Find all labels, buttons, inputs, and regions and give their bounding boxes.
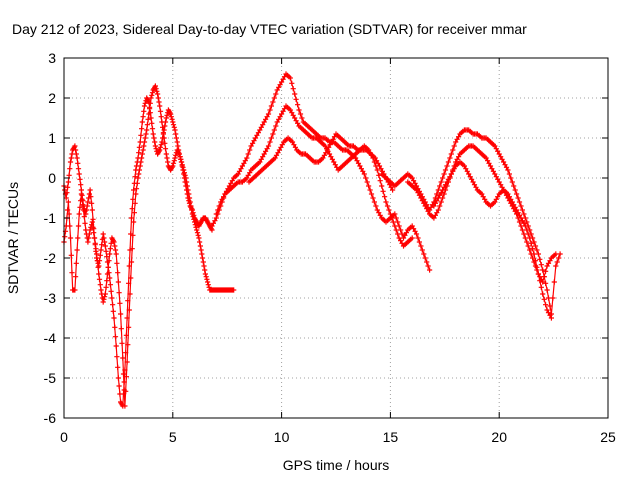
data-point-markers <box>61 95 237 409</box>
y-tick-label: -6 <box>44 410 57 426</box>
y-axis-title: SDTVAR / TECUs <box>5 182 21 294</box>
x-tick-label: 20 <box>491 429 507 445</box>
y-tick-label: 2 <box>48 90 56 106</box>
data-point-markers <box>379 127 563 317</box>
series-line <box>63 97 234 407</box>
series-line <box>248 133 394 191</box>
axis-ticks <box>63 57 609 419</box>
series-arc-mid-1 <box>209 71 433 273</box>
plot-frame <box>63 57 609 419</box>
data-point-markers <box>431 159 554 321</box>
y-tick-label: 3 <box>48 50 56 66</box>
chart-title: Day 212 of 2023, Sidereal Day-to-day VTE… <box>12 21 527 37</box>
x-tick-label: 25 <box>600 429 616 445</box>
y-tick-label: -1 <box>44 210 57 226</box>
grid <box>64 58 608 418</box>
series-line <box>433 161 552 319</box>
series-line <box>381 129 561 315</box>
data-series <box>61 71 563 409</box>
data-point-markers <box>61 83 215 409</box>
x-tick-label: 0 <box>60 429 68 445</box>
x-tick-label: 5 <box>169 429 177 445</box>
series-arc-mid-3 <box>246 131 396 193</box>
x-axis-tick-labels: 0 5 10 15 20 25 <box>60 429 616 445</box>
series-arc-late-1 <box>379 127 563 317</box>
x-tick-label: 15 <box>383 429 399 445</box>
y-tick-label: -3 <box>44 290 57 306</box>
y-tick-label: -5 <box>44 370 57 386</box>
series-arc-early-1 <box>61 95 237 409</box>
data-point-markers <box>209 71 433 273</box>
series-arc-late-3 <box>431 159 554 321</box>
x-axis-title: GPS time / hours <box>283 457 390 473</box>
y-axis-tick-labels: -6 -5 -4 -3 -2 -1 0 1 2 3 <box>44 50 57 426</box>
y-tick-label: 1 <box>48 130 56 146</box>
y-tick-label: -2 <box>44 250 57 266</box>
data-point-markers <box>246 131 396 193</box>
series-line <box>63 85 213 407</box>
y-tick-label: 0 <box>48 170 56 186</box>
series-line <box>211 73 431 271</box>
x-tick-label: 10 <box>274 429 290 445</box>
series-arc-early-2 <box>61 83 215 409</box>
y-tick-label: -4 <box>44 330 57 346</box>
